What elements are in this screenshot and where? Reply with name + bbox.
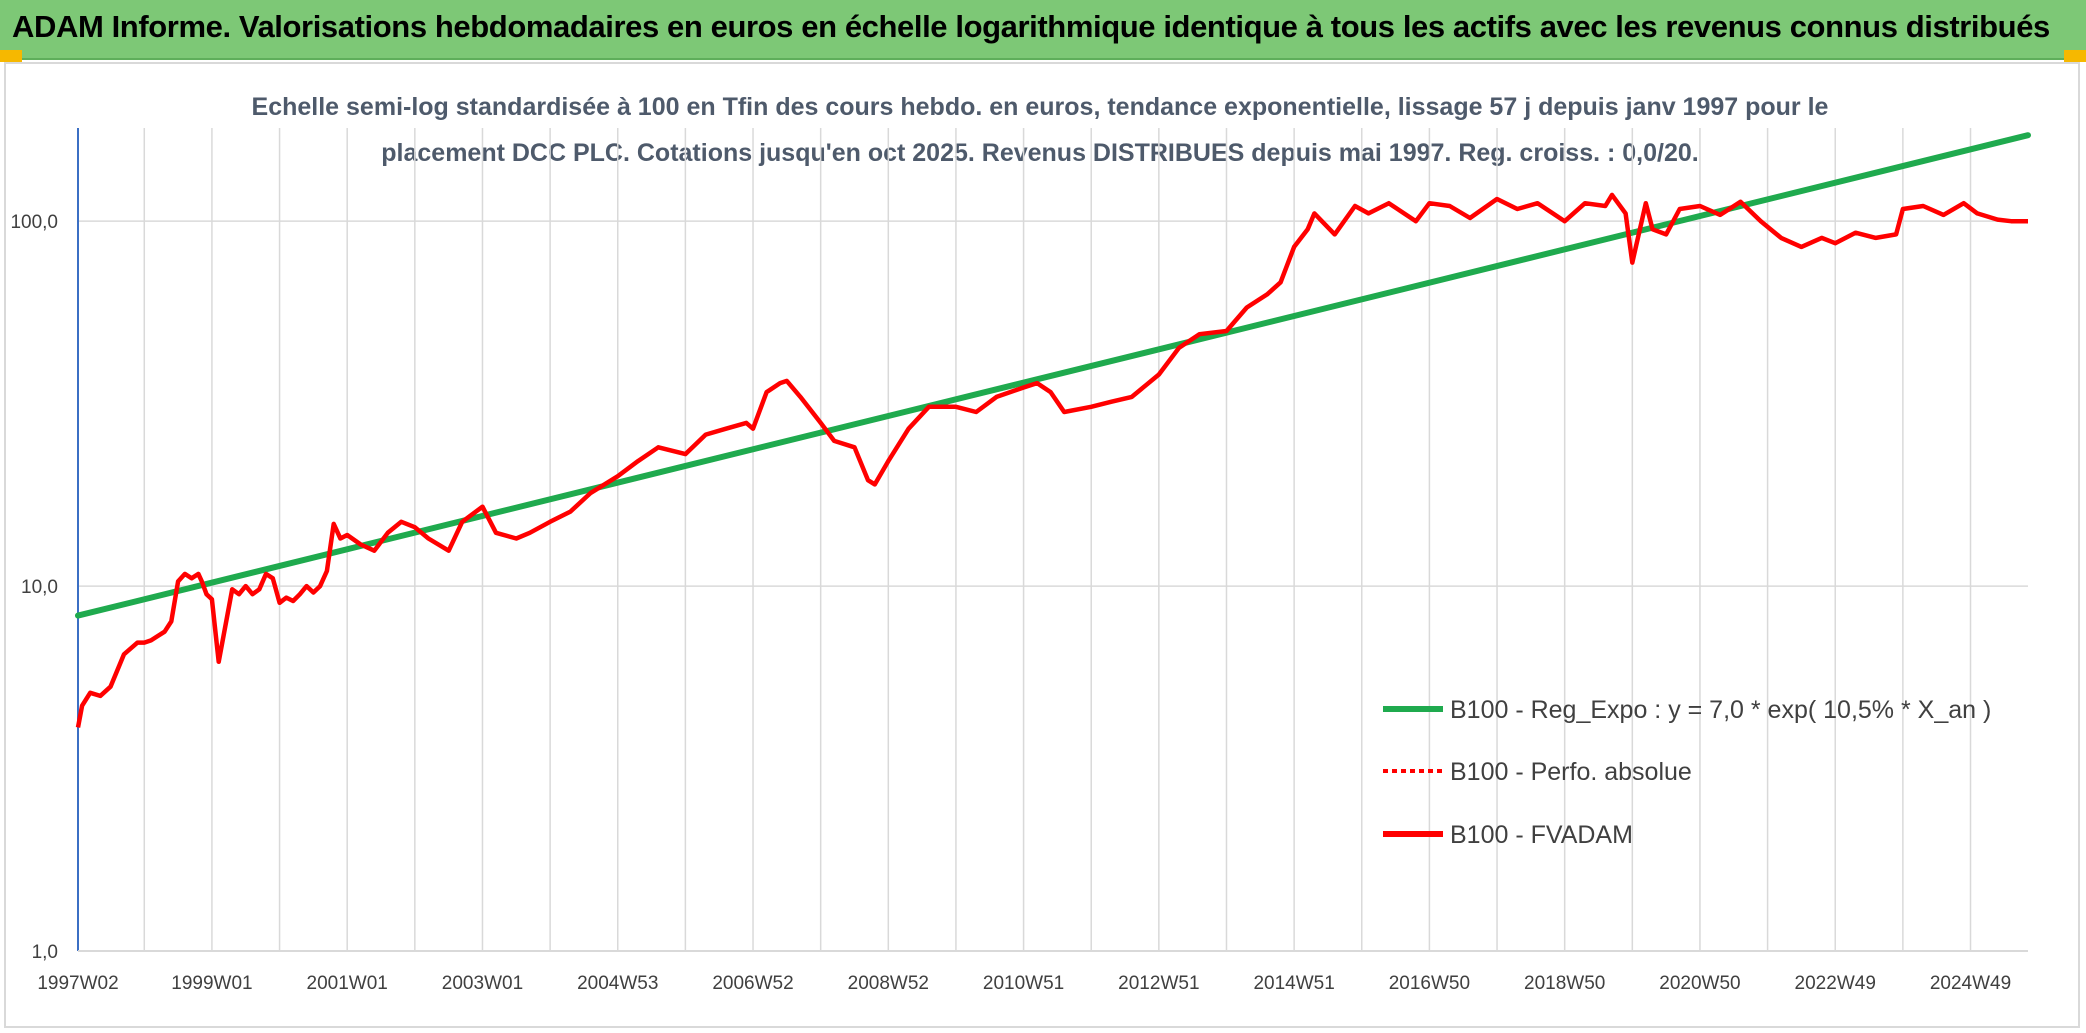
- x-tick-label: 2018W50: [1524, 973, 1605, 994]
- legend-label: B100 - FVADAM: [1450, 821, 1633, 849]
- x-tick-label: 2008W52: [848, 973, 929, 994]
- chart-title-line-1: Echelle semi-log standardisée à 100 en T…: [251, 93, 1829, 121]
- x-tick-label: 2001W01: [307, 973, 388, 994]
- x-tick-label: 2024W49: [1930, 973, 2011, 994]
- banner: ADAM Informe. Valorisations hebdomadaire…: [0, 0, 2086, 60]
- x-tick-label: 2014W51: [1253, 973, 1334, 994]
- corner-accent-right: [2064, 50, 2086, 62]
- x-tick-label: 1999W01: [171, 973, 252, 994]
- x-tick-label: 2006W52: [712, 973, 793, 994]
- x-tick-label: 2003W01: [442, 973, 523, 994]
- y-tick-label: 100,0: [10, 212, 58, 233]
- chart-title: Echelle semi-log standardisée à 100 en T…: [160, 84, 1920, 176]
- x-tick-label: 1997W02: [37, 973, 118, 994]
- y-tick-label: 10,0: [21, 577, 58, 598]
- series-line-reg-expo: [75, 132, 2031, 619]
- legend-label: B100 - Perfo. absolue: [1450, 758, 1692, 786]
- x-tick-label: 2020W50: [1659, 973, 1740, 994]
- x-tick-label: 2010W51: [983, 973, 1064, 994]
- corner-accent-left: [0, 50, 22, 62]
- x-tick-label: 2016W50: [1389, 973, 1470, 994]
- chart-title-line-2: placement DCC PLC. Cotations jusqu'en oc…: [381, 139, 1699, 167]
- x-tick-label: 2012W51: [1118, 973, 1199, 994]
- y-tick-label: 1,0: [32, 942, 58, 963]
- banner-title: ADAM Informe. Valorisations hebdomadaire…: [12, 9, 2050, 44]
- x-tick-label: 2004W53: [577, 973, 658, 994]
- x-tick-label: 2022W49: [1795, 973, 1876, 994]
- legend-label: B100 - Reg_Expo : y = 7,0 * exp( 10,5% *…: [1450, 696, 1991, 724]
- chart-frame: [4, 62, 2080, 1028]
- series-line-fvadam: [75, 192, 2028, 728]
